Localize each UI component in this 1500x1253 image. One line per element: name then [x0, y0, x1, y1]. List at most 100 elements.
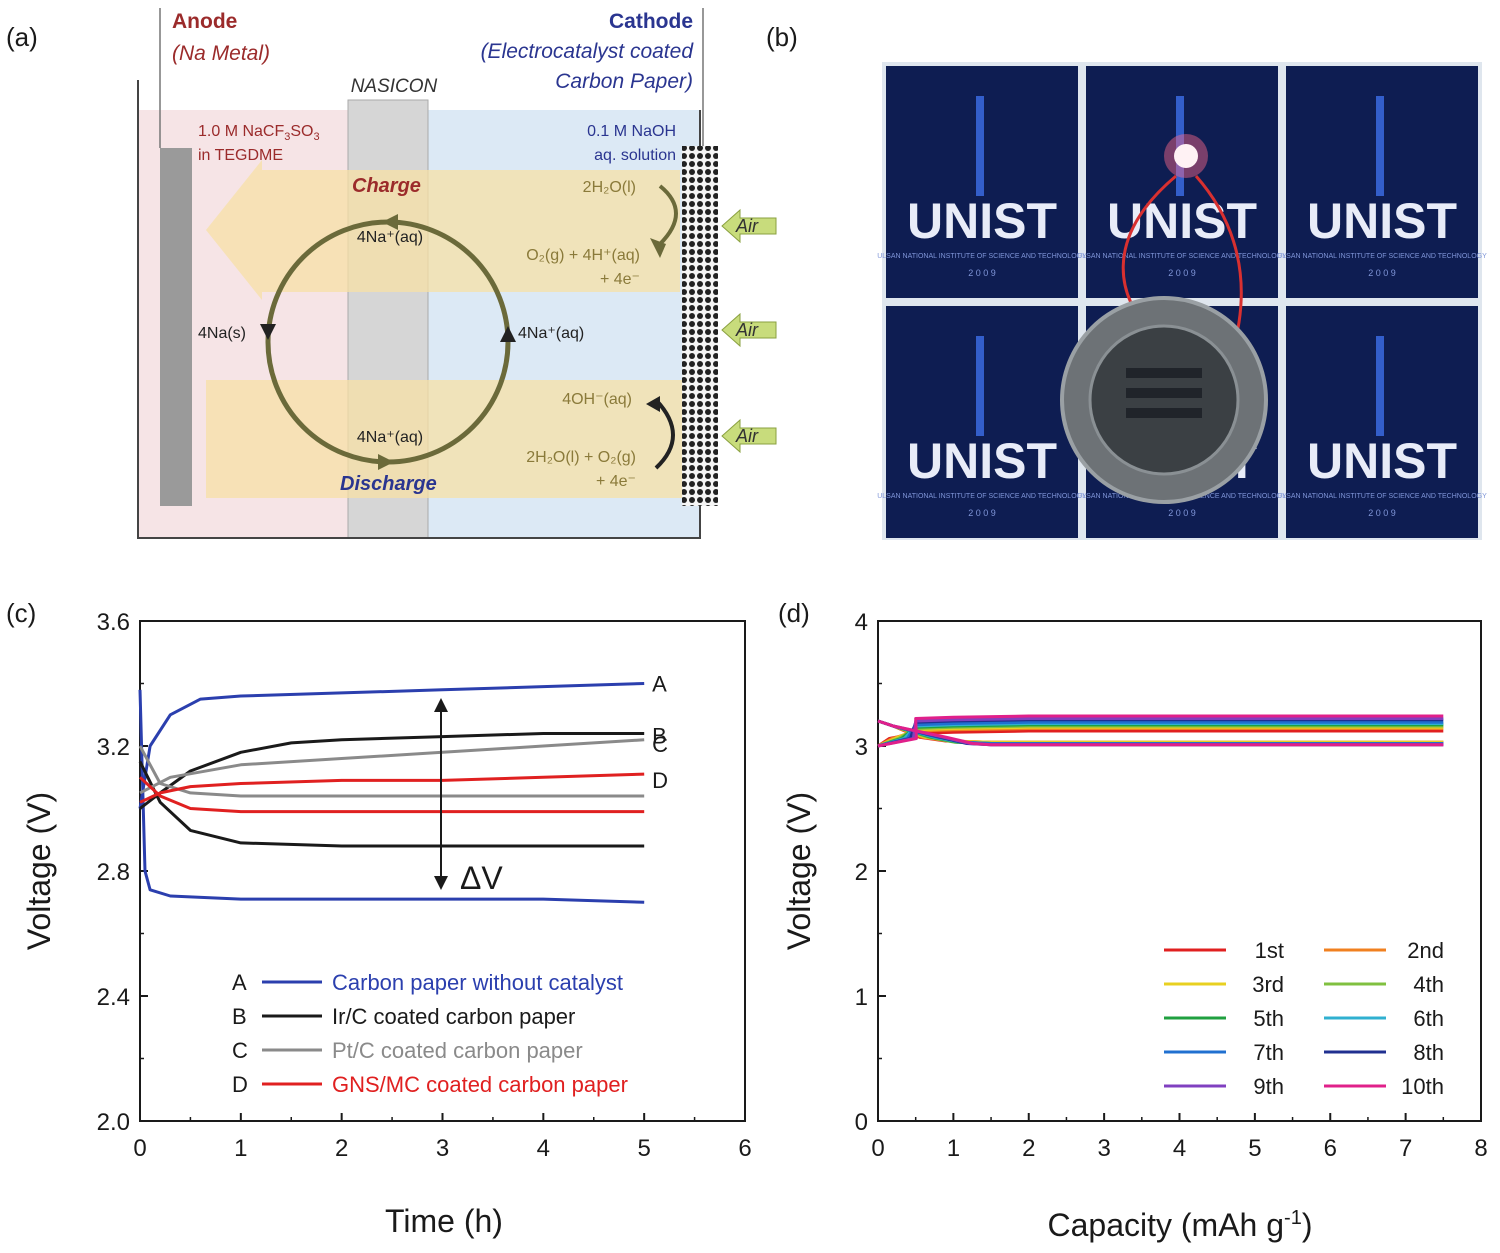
air-arrow-1: Air	[721, 208, 777, 244]
cycle-arrow-top	[382, 214, 398, 230]
chart-d-legend: 1st 2nd 3rd 4th 5th 6th 7th 8th 9th 10th	[1164, 938, 1444, 1099]
na-ion-top: 4Na⁺(aq)	[357, 229, 423, 246]
air-label-1: Air	[735, 216, 759, 236]
legend-name-D: GNS/MC coated carbon paper	[332, 1072, 628, 1097]
delta-v-label: ΔV	[460, 860, 503, 896]
charge-reactant: 2H₂O(l)	[583, 179, 636, 196]
unist-logo-year-0: 2 0 0 9	[968, 268, 996, 278]
legend-label-9th: 9th	[1253, 1074, 1284, 1099]
unist-logo-text-3: UNIST	[907, 433, 1057, 489]
air-label-3: Air	[735, 426, 759, 446]
chart-d-xtick-label: 0	[871, 1135, 884, 1162]
charge-band	[206, 160, 680, 300]
unist-logo-year-5: 2 0 0 9	[1368, 508, 1396, 518]
series-A-end-label: A	[652, 672, 667, 697]
chart-c-ytick-label: 2.0	[97, 1109, 130, 1136]
unist-tile: UNIST ULSAN NATIONAL INSTITUTE OF SCIENCE…	[1277, 306, 1487, 538]
na-metal-label: 4Na(s)	[198, 325, 246, 342]
unist-logo-subtitle-3: ULSAN NATIONAL INSTITUTE OF SCIENCE AND …	[877, 493, 1087, 500]
legend-name-B: Ir/C coated carbon paper	[332, 1004, 575, 1029]
chart-c-xtick-label: 2	[335, 1135, 348, 1162]
chart-c-xlabel: Time (h)	[385, 1203, 503, 1239]
legend-name-A: Carbon paper without catalyst	[332, 970, 623, 995]
chart-c-legend: A Carbon paper without catalyst B Ir/C coat…	[232, 970, 628, 1097]
unist-tile: UNIST ULSAN NATIONAL INSTITUTE OF SCIENCE…	[877, 306, 1087, 538]
charge-curved-arrowhead	[650, 238, 666, 258]
chart-c-xtick-label: 4	[537, 1135, 550, 1162]
chart-d-xtick-label: 6	[1324, 1135, 1337, 1162]
series-D-charge-line	[139, 772, 645, 804]
panel-label-d: (d)	[778, 598, 810, 628]
legend-letter-C: C	[232, 1038, 248, 1063]
cathode-subtitle-2: Carbon Paper)	[555, 70, 693, 93]
unist-logo-year-1: 2 0 0 9	[1168, 268, 1196, 278]
delta-v-arrow	[434, 698, 448, 890]
unist-logo-subtitle-0: ULSAN NATIONAL INSTITUTE OF SCIENCE AND …	[877, 253, 1087, 260]
photo-panel: UNIST ULSAN NATIONAL INSTITUTE OF SCIENCE…	[877, 62, 1487, 540]
chart-d-xtick-label: 5	[1248, 1135, 1261, 1162]
air-arrow-3: Air	[721, 418, 777, 454]
unist-logo-year-3: 2 0 0 9	[968, 508, 996, 518]
series-B-end-label: B	[652, 724, 667, 749]
panel-label-a: (a)	[6, 22, 38, 52]
charge-products-1: O₂(g) + 4H⁺(aq)	[526, 247, 640, 264]
led-light	[1164, 134, 1208, 178]
discharge-curved-arrowhead	[646, 396, 660, 412]
legend-label-5th: 5th	[1253, 1006, 1284, 1031]
air-label-2: Air	[735, 320, 759, 340]
unist-logo-text-5: UNIST	[1307, 433, 1457, 489]
cathode-title: Cathode	[609, 10, 693, 33]
unist-logo-subtitle-2: ULSAN NATIONAL INSTITUTE OF SCIENCE AND …	[1277, 253, 1487, 260]
catholyte-label-1: 0.1 M NaOH	[587, 123, 676, 140]
anolyte-label-2: in TEGDME	[198, 147, 283, 164]
legend-label-8th: 8th	[1413, 1040, 1444, 1065]
chart-c-xtick-label: 1	[234, 1135, 247, 1162]
unist-logo-text-2: UNIST	[1307, 193, 1457, 249]
coin-cell	[1060, 296, 1268, 504]
panel-label-c: (c)	[6, 598, 36, 628]
series-D-end-label: D	[652, 768, 668, 793]
discharge-reactants-1: 2H₂O(l) + O₂(g)	[526, 449, 636, 466]
discharge-reactants-2: + 4e⁻	[596, 473, 636, 490]
chart-d-xtick-label: 1	[947, 1135, 960, 1162]
series-A-discharge-line	[138, 689, 645, 904]
chart-d: 0 1 2 3 4 5 6 7 8 0 1 2 3 4 Capacity (mAh g-1) Voltag…	[781, 609, 1488, 1243]
legend-label-6th: 6th	[1413, 1006, 1444, 1031]
legend-letter-B: B	[232, 1004, 247, 1029]
unist-logo-subtitle-5: ULSAN NATIONAL INSTITUTE OF SCIENCE AND …	[1277, 493, 1487, 500]
nasicon-label: NASICON	[351, 76, 438, 97]
discharge-curved-arrow	[654, 398, 675, 470]
series-A-charge-line	[138, 682, 645, 809]
chart-c-ylabel: Voltage (V)	[21, 792, 57, 950]
legend-label-4th: 4th	[1413, 972, 1444, 997]
series-C-charge-line	[139, 738, 645, 795]
unist-logo-year-4: 2 0 0 9	[1168, 508, 1196, 518]
chart-d-ytick-label: 4	[855, 609, 868, 636]
chart-d-ytick-label: 0	[855, 1109, 868, 1136]
chart-c-ytick-label: 3.6	[97, 609, 130, 636]
series-D-discharge-line	[138, 776, 645, 814]
chart-c-ytick-label: 2.4	[97, 984, 130, 1011]
legend-letter-D: D	[232, 1072, 248, 1097]
na-ion-right: 4Na⁺(aq)	[518, 325, 584, 342]
unist-tile: UNIST ULSAN NATIONAL INSTITUTE OF SCIENCE…	[1277, 66, 1487, 298]
catholyte-label-2: aq. solution	[594, 147, 676, 164]
cycle-10th-discharge-line	[877, 719, 1444, 747]
charge-products-2: + 4e⁻	[600, 271, 640, 288]
cycle-arrow-left	[260, 324, 276, 340]
chart-d-xtick-label: 8	[1474, 1135, 1487, 1162]
legend-label-7th: 7th	[1253, 1040, 1284, 1065]
unist-logo-text-0: UNIST	[907, 193, 1057, 249]
series-B-discharge-line	[138, 760, 645, 848]
schematic-panel: Air Air Air Anode (Na Metal) Cathode (El…	[137, 8, 777, 539]
chart-d-xlabel: Capacity (mAh g-1)	[1048, 1207, 1313, 1243]
charge-label: Charge	[352, 175, 421, 197]
legend-label-10th: 10th	[1401, 1074, 1444, 1099]
chart-c-xtick-label: 0	[133, 1135, 146, 1162]
legend-name-C: Pt/C coated carbon paper	[332, 1038, 583, 1063]
anode-title: Anode	[172, 10, 237, 33]
unist-logo-subtitle-1: ULSAN NATIONAL INSTITUTE OF SCIENCE AND …	[1077, 253, 1287, 260]
chart-d-ylabel: Voltage (V)	[781, 792, 817, 950]
